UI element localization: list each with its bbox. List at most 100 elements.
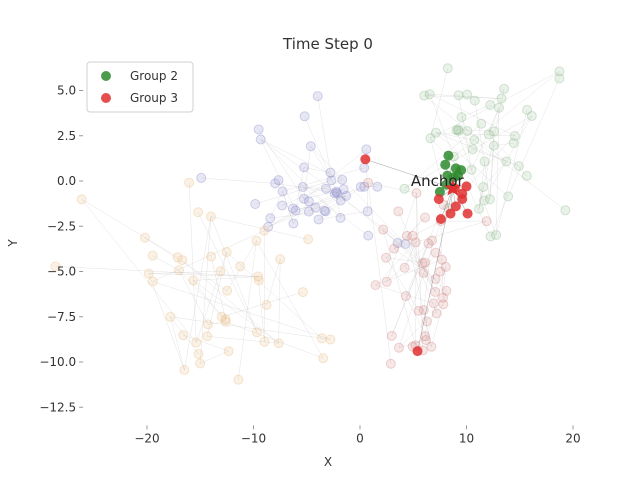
background-point [381, 276, 392, 287]
trail-line [458, 130, 473, 150]
background-point [479, 195, 490, 206]
background-point [335, 212, 346, 223]
background-point [481, 216, 492, 227]
background-point [299, 111, 310, 122]
trail-line [385, 217, 426, 258]
background-point [440, 261, 451, 272]
background-point [205, 211, 216, 222]
background-point [330, 186, 341, 197]
background-point [442, 63, 453, 74]
background-point [188, 275, 199, 286]
background-point [318, 353, 329, 364]
background-point [255, 134, 266, 145]
background-point [508, 138, 519, 149]
trail-line [282, 191, 294, 224]
trail-line [260, 139, 296, 211]
trail-line [256, 240, 324, 359]
trail-line [483, 161, 507, 188]
trail-line [207, 336, 279, 344]
background-point [177, 255, 188, 266]
trail-line [391, 243, 429, 336]
trail-line [152, 281, 331, 340]
background-point [191, 337, 202, 348]
background-point [503, 191, 514, 202]
trail-line [474, 139, 566, 211]
background-point [451, 125, 462, 136]
trail-line [425, 321, 428, 337]
trail-line [423, 252, 437, 274]
background-point [320, 206, 331, 217]
trail-line [471, 107, 500, 170]
trail-line [394, 220, 487, 249]
trail-line [335, 191, 341, 218]
background-point [484, 194, 495, 205]
background-point [173, 265, 184, 276]
background-point [337, 174, 348, 185]
background-point [251, 327, 262, 338]
trail-line [293, 201, 310, 224]
trail-line [184, 216, 212, 371]
trail-line [440, 221, 444, 298]
trail-line [489, 131, 495, 200]
background-point [273, 175, 284, 186]
background-point [263, 221, 274, 232]
link-line [440, 188, 453, 220]
background-point [220, 316, 231, 327]
background-point [521, 170, 532, 181]
trail-line [221, 291, 303, 318]
legend-marker-group-3 [101, 93, 111, 103]
background-point [526, 111, 537, 122]
trail-line [292, 149, 367, 209]
trail-line [260, 139, 343, 180]
trail-line [404, 115, 532, 189]
point-group-3 [457, 188, 468, 199]
background-point [393, 206, 404, 217]
trail-line [425, 266, 446, 341]
trail-line [324, 200, 341, 211]
background-point [400, 238, 411, 249]
trail-line [282, 167, 365, 192]
background-point [312, 91, 323, 102]
background-point [474, 203, 485, 214]
trail-line [255, 180, 332, 205]
background-point [335, 195, 346, 206]
background-point [363, 177, 374, 188]
trail-line [335, 191, 398, 244]
background-point [332, 187, 343, 198]
background-point [420, 212, 431, 223]
trail-line [488, 134, 528, 177]
trail-line [382, 229, 416, 346]
anchor-star [444, 179, 462, 196]
background-point [418, 267, 429, 278]
point-group-3 [433, 194, 444, 205]
background-point [453, 90, 464, 101]
background-point [401, 230, 412, 241]
legend-box [86, 61, 194, 113]
background-point [147, 276, 158, 287]
trail-line [210, 216, 309, 240]
background-point [172, 252, 183, 263]
trail-line [435, 132, 520, 167]
trail-line [416, 193, 424, 351]
background-point [393, 342, 404, 353]
trail-line [334, 193, 406, 245]
background-point [216, 311, 227, 322]
trail-line [405, 295, 432, 347]
background-point [488, 126, 499, 137]
background-point [235, 261, 246, 272]
background-point [438, 299, 449, 310]
background-point [193, 207, 204, 218]
series-layer [360, 150, 473, 357]
trail-line [195, 251, 227, 343]
trail-line [423, 240, 433, 311]
background-point [400, 291, 411, 302]
background-point [251, 235, 262, 246]
background-point [469, 95, 480, 106]
trail-line [55, 266, 259, 277]
background-point [147, 250, 158, 261]
trail-line [199, 216, 212, 364]
background-point [456, 112, 467, 123]
trail-line [391, 243, 429, 336]
background-point [428, 298, 439, 309]
background-point [275, 254, 286, 265]
